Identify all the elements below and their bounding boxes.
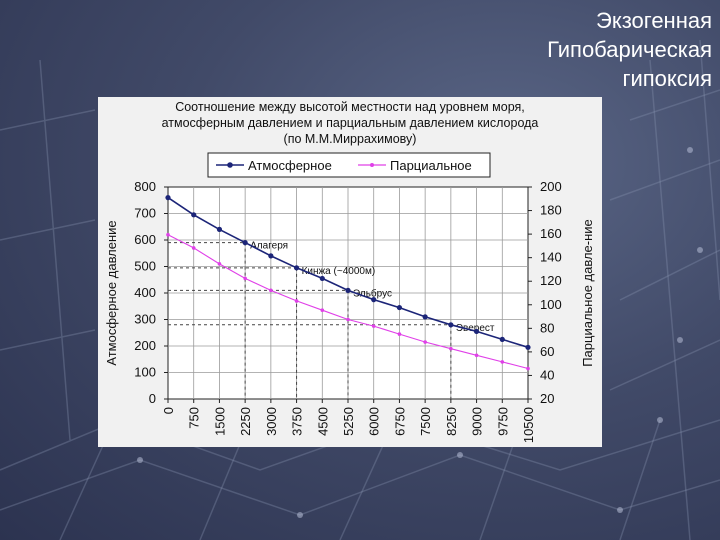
chart-legend: Атмосферное Парциальное [207, 152, 491, 178]
x-tick-label: 7500 [418, 407, 433, 436]
data-point-atmospheric [525, 344, 531, 350]
legend-label-atmospheric: Атмосферное [248, 158, 332, 173]
slide-title-line-2: Гипобарическая [547, 37, 712, 62]
slide-title-line-3: гипоксия [622, 66, 712, 91]
y-tick-label: 700 [134, 206, 156, 221]
annotation-label: Алагеря [250, 241, 288, 252]
x-tick-label: 10500 [521, 407, 536, 443]
x-tick-label: 1500 [212, 407, 227, 436]
legend-box [207, 152, 491, 178]
y2-tick-label: 20 [540, 391, 554, 406]
data-point-partial [217, 262, 222, 266]
x-tick-label: 8250 [444, 407, 459, 436]
annotation-label: Кинжа (~4000м) [302, 266, 376, 277]
y2-tick-label: 200 [540, 179, 562, 194]
y2-axis-label: Парциальное давле-ние [580, 219, 595, 367]
data-point-partial [526, 366, 530, 371]
x-tick-label: 6750 [392, 407, 407, 436]
data-point-partial [500, 360, 505, 364]
y2-tick-label: 120 [540, 273, 562, 288]
y-axis-label: Атмосферное давление [104, 220, 119, 365]
y-tick-label: 100 [134, 365, 156, 380]
y2-tick-label: 160 [540, 226, 562, 241]
data-point-partial [294, 299, 299, 303]
y2-tick-label: 140 [540, 250, 562, 265]
data-point-partial [423, 340, 427, 344]
y2-tick-label: 100 [540, 297, 562, 312]
y-tick-label: 0 [149, 391, 156, 406]
data-point-atmospheric [422, 314, 428, 320]
slide-title: Экзогенная Гипобарическая гипоксия [392, 6, 712, 93]
y-tick-label: 600 [134, 232, 156, 247]
x-tick-label: 4500 [315, 407, 330, 436]
data-point-partial [371, 324, 376, 328]
data-point-atmospheric [268, 253, 274, 259]
y2-tick-label: 180 [540, 203, 562, 218]
slide-title-line-1: Экзогенная [596, 8, 712, 33]
plot-area: 0 100 200 300 400 500 600 700 800 20 40 60 80 100 120 1… [134, 179, 561, 443]
data-point-partial [166, 232, 170, 237]
data-point-atmospheric [319, 275, 325, 282]
chart-title-line-3: (по М.М.Миррахимову) [284, 132, 417, 146]
data-point-atmospheric [191, 212, 197, 218]
x-tick-label: 6000 [367, 407, 382, 436]
annotation-label: Эверест [456, 323, 495, 334]
data-point-partial [320, 308, 325, 313]
data-point-atmospheric [216, 226, 223, 232]
chart-title-line-1: Соотношение между высотой местности над … [175, 100, 525, 114]
chart-panel: Соотношение между высотой местности над … [98, 97, 602, 447]
x-tick-label: 3000 [264, 407, 279, 436]
altitude-pressure-chart: Соотношение между высотой местности над … [104, 100, 595, 443]
x-tick-label: 750 [187, 407, 202, 429]
data-point-partial [269, 288, 273, 293]
data-point-partial [449, 346, 453, 351]
x-tick-label: 9750 [495, 407, 510, 436]
data-point-atmospheric [345, 287, 351, 293]
legend-marker-partial [370, 163, 374, 167]
data-point-atmospheric [165, 195, 171, 201]
data-point-partial [191, 246, 196, 250]
data-point-partial [397, 332, 402, 336]
y-tick-label: 400 [134, 285, 156, 300]
y2-tick-label: 60 [540, 344, 554, 359]
data-point-partial [346, 317, 350, 322]
y2-tick-label: 80 [540, 320, 554, 335]
x-tick-label: 9000 [470, 407, 485, 436]
y-tick-label: 200 [134, 338, 156, 353]
x-tick-label: 5250 [341, 407, 356, 436]
y-tick-label: 800 [134, 179, 156, 194]
x-tick-label: 2250 [238, 407, 253, 436]
data-point-atmospheric [448, 322, 454, 328]
data-point-atmospheric [293, 265, 300, 271]
y-tick-label: 500 [134, 259, 156, 274]
data-point-partial [474, 353, 479, 358]
x-tick-label: 3750 [290, 407, 305, 436]
data-point-atmospheric [499, 336, 505, 342]
y2-tick-label: 40 [540, 367, 554, 382]
data-point-atmospheric [396, 304, 403, 311]
y-tick-label: 300 [134, 312, 156, 327]
data-point-atmospheric [242, 240, 248, 246]
legend-marker-atmospheric [227, 162, 233, 168]
data-point-partial [243, 276, 247, 281]
data-point-atmospheric [473, 328, 480, 335]
x-tick-label: 0 [161, 407, 176, 414]
data-point-atmospheric [371, 297, 377, 303]
legend-label-partial: Парциальное [390, 158, 472, 173]
chart-title-line-2: атмосферным давлением и парциальным давл… [162, 116, 539, 130]
